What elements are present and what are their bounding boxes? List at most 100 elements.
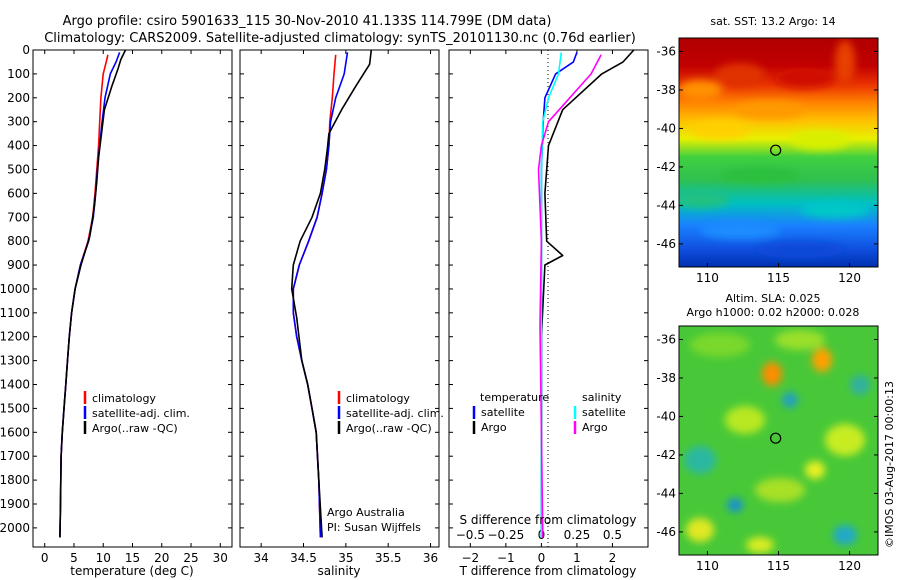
depth-tick-label: 300 <box>7 115 30 129</box>
legend-label-climatology: climatology <box>92 392 156 405</box>
argo-location-marker <box>770 144 782 156</box>
depth-tick-label: 1800 <box>0 473 30 487</box>
profile-line-argo <box>59 49 127 538</box>
legend-label-climatology: climatology <box>346 392 410 405</box>
salinity-depth-ticks <box>240 49 439 529</box>
map-lat-label: -40 <box>656 121 676 135</box>
salinity-panel: 34 34.5 35 35.5 36 salinity climatology sate… <box>239 49 444 578</box>
temperature-panel: 0100200300400500600700800900100011001200… <box>0 43 233 578</box>
depth-tick-label: 0 <box>22 43 30 57</box>
legend-label-argo: Argo(..raw -QC) <box>92 422 178 435</box>
depth-tick-label: 2000 <box>0 521 30 535</box>
depth-tick-label: 1900 <box>0 497 30 511</box>
x-tick-label: 25 <box>183 551 198 565</box>
x-tick-label: 30 <box>213 551 228 565</box>
map-lon-label: 120 <box>838 559 861 573</box>
depth-tick-label: 1500 <box>0 401 30 415</box>
salinity-axis-ticks: 34 34.5 35 35.5 36 <box>254 50 438 565</box>
map-lat-label: -42 <box>656 160 676 174</box>
depth-tick-label: 200 <box>7 91 30 105</box>
sst-map-title: sat. SST: 13.2 Argo: 14 <box>710 15 835 28</box>
salinity-axis-label: salinity <box>317 564 360 578</box>
x-tick-label: 34 <box>254 551 269 565</box>
depth-tick-label: 900 <box>7 258 30 272</box>
map-lat-label: -40 <box>656 409 676 423</box>
x-tick-label: 20 <box>154 551 169 565</box>
map-lon-label: 120 <box>838 271 861 285</box>
depth-tick-label: 1200 <box>0 330 30 344</box>
pi-note: PI: Susan Wijffels <box>327 521 421 534</box>
map-lat-label: -46 <box>656 525 676 539</box>
sla-map-ticks: 110 115 120 -36 -38 -40 -42 -44 -46 <box>656 332 878 573</box>
s-tick-label: 0.25 <box>564 528 591 542</box>
map-lat-label: -46 <box>656 237 676 251</box>
x-tick-label: 0 <box>41 551 49 565</box>
profile-line-argo <box>540 49 635 538</box>
difference-legend: temperature satellite Argo salinity sate… <box>472 391 626 434</box>
x-tick-label: −1 <box>497 551 515 565</box>
sla-field <box>679 326 878 555</box>
depth-tick-label: 1300 <box>0 354 30 368</box>
sst-map-ticks: 110 115 120 -36 -38 -40 -42 -44 -46 <box>656 44 878 285</box>
x-tick-label: 15 <box>125 551 140 565</box>
x-tick-label: 35 <box>338 551 353 565</box>
map-lat-label: -44 <box>656 198 676 212</box>
legend-label-argo: Argo(..raw -QC) <box>346 422 432 435</box>
temperature-plot-frame <box>32 49 233 548</box>
map-lon-label: 110 <box>696 559 719 573</box>
imos-watermark: ©IMOS 03-Aug-2017 00:00:13 <box>883 381 896 548</box>
argo-australia-note: Argo Australia <box>327 506 405 519</box>
legend-label-t-argo: Argo <box>481 421 507 434</box>
depth-tick-label: 1000 <box>0 282 30 296</box>
temperature-legend: climatology satellite-adj. clim. Argo(..… <box>83 391 190 435</box>
legend-label-t-satellite: satellite <box>481 406 525 419</box>
x-tick-label: 1 <box>573 551 581 565</box>
s-tick-label: 0.5 <box>603 528 622 542</box>
sla-map-title-line2: Argo h1000: 0.02 h2000: 0.028 <box>687 306 860 319</box>
legend-label-s-argo: Argo <box>582 421 608 434</box>
salinity-plot-frame <box>239 49 440 548</box>
s-tick-label: −0.25 <box>487 528 524 542</box>
depth-tick-label: 1400 <box>0 378 30 392</box>
depth-tick-label: 500 <box>7 162 30 176</box>
map-lat-label: -38 <box>656 83 676 97</box>
figure-title-line2: Climatology: CARS2009. Satellite-adjuste… <box>44 31 636 46</box>
depth-tick-label: 1100 <box>0 306 30 320</box>
depth-tick-label: 1700 <box>0 449 30 463</box>
legend-label-satellite: satellite-adj. clim. <box>92 407 190 420</box>
map-lon-label: 115 <box>767 271 790 285</box>
depth-tick-label: 600 <box>7 186 30 200</box>
legend-label-s-satellite: satellite <box>582 406 626 419</box>
argo-location-marker <box>770 432 782 444</box>
difference-profiles <box>537 49 635 538</box>
t-difference-axis-label: T difference from climatology <box>459 564 637 578</box>
sst-map: sat. SST: 13.2 Argo: 14 110 115 120 -36 -38 -… <box>656 15 879 285</box>
x-tick-label: 0 <box>538 551 546 565</box>
profile-line-sat_salinity <box>540 52 563 538</box>
depth-tick-label: 800 <box>7 234 30 248</box>
map-lat-label: -42 <box>656 448 676 462</box>
difference-depth-ticks <box>449 49 648 529</box>
x-tick-label: 2 <box>609 551 617 565</box>
x-tick-label: −2 <box>461 551 479 565</box>
x-tick-label: 10 <box>96 551 111 565</box>
temperature-profiles <box>59 49 127 538</box>
sla-map-title-line1: Altim. SLA: 0.025 <box>725 292 820 305</box>
salinity-profiles <box>290 49 373 538</box>
difference-panel: −2 −1 0 1 2 −0.5 −0.25 0 0.25 0.5 S difference f… <box>448 49 649 578</box>
depth-axis-ticks: 0 100 200 300 400 500 600 700 800 900 1000 1100 1200… <box>0 43 232 535</box>
sst-field <box>679 38 878 267</box>
s-difference-axis-label: S difference from climatology <box>460 513 637 527</box>
x-tick-label: 35.5 <box>375 551 402 565</box>
depth-tick-label: 400 <box>7 139 30 153</box>
legend-label-satellite: satellite-adj. clim. <box>346 407 444 420</box>
map-lat-label: -44 <box>656 486 676 500</box>
salinity-legend: climatology satellite-adj. clim. Argo(..… <box>337 391 444 435</box>
depth-tick-label: 1600 <box>0 425 30 439</box>
sla-map: Altim. SLA: 0.025 Argo h1000: 0.02 h2000… <box>656 292 879 573</box>
map-lat-label: -36 <box>656 44 676 58</box>
map-lat-label: -36 <box>656 332 676 346</box>
depth-tick-label: 100 <box>7 67 30 81</box>
s-difference-axis-ticks: −0.5 −0.25 0 0.25 0.5 <box>456 528 622 542</box>
legend-header-temperature: temperature <box>480 391 549 404</box>
